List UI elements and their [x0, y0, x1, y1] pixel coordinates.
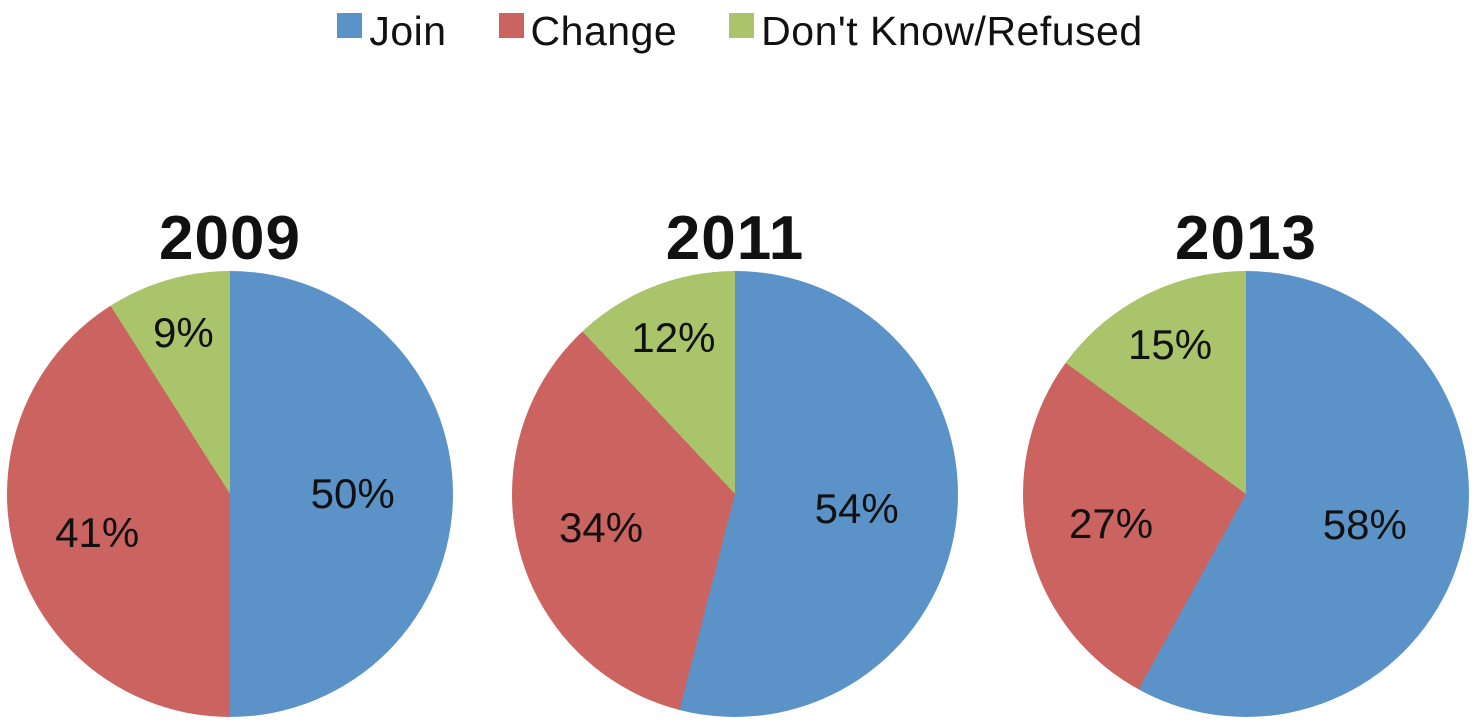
slice-label: 9% — [152, 309, 214, 357]
legend-item-join: Join — [337, 6, 446, 56]
legend-item-dont-know-refused: Don't Know/Refused — [729, 6, 1142, 56]
slice-label: 34% — [559, 504, 644, 552]
legend-label-change: Change — [530, 8, 678, 54]
pie-title-2009: 2009 — [159, 204, 301, 274]
slice-label: 15% — [1128, 320, 1213, 368]
legend-label-dont-know-refused: Don't Know/Refused — [761, 8, 1143, 54]
pie-title-2013: 2013 — [1175, 204, 1317, 274]
pie-group-2011: 2011 54% 34% 12% — [512, 0, 958, 723]
pie-title-2011: 2011 — [665, 204, 805, 274]
pie-group-2009: 2009 50% 41% 9% — [7, 0, 453, 723]
legend-item-change: Change — [498, 6, 678, 56]
pie-chart-2013: 58% 27% 15% — [1023, 271, 1469, 717]
slice-label: 54% — [814, 485, 899, 533]
slice-label: 41% — [55, 508, 140, 556]
slice-label: 12% — [631, 314, 716, 362]
legend-swatch-change-icon — [498, 13, 524, 38]
legend-swatch-join-icon — [337, 13, 363, 38]
slice-label: 50% — [310, 470, 395, 517]
legend-swatch-dont-know-refused-icon — [729, 13, 755, 38]
pie-group-2013: 2013 58% 27% 15% — [1023, 0, 1469, 723]
pie-chart-2011: 54% 34% 12% — [512, 271, 958, 717]
slice-label: 27% — [1069, 500, 1154, 548]
legend: Join Change Don't Know/Refused — [0, 6, 1480, 56]
pie-chart-2009: 50% 41% 9% — [7, 271, 453, 717]
slice-label: 58% — [1322, 500, 1407, 548]
legend-label-join: Join — [369, 8, 447, 54]
